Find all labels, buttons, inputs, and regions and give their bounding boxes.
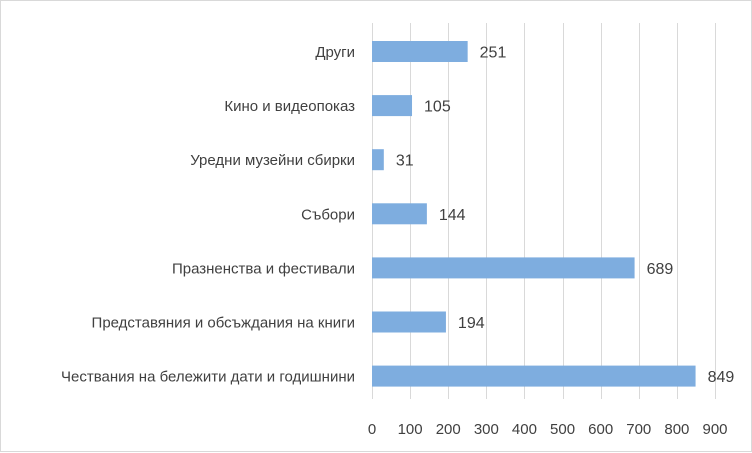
data-label: 144 [439,207,466,224]
bar-3 [372,203,427,225]
category-label: Уредни музейни сбирки [190,152,355,169]
category-label: Представяния и обсъждания на книги [92,315,355,332]
x-tick-label: 900 [702,421,727,438]
data-label: 251 [480,45,507,62]
data-label: 194 [458,315,485,332]
data-label: 105 [424,99,451,116]
data-label: 849 [708,369,735,386]
x-tick-label: 0 [368,421,376,438]
data-label: 689 [647,261,674,278]
category-label: Събори [301,206,355,223]
data-label: 31 [396,153,414,170]
category-label: Кино и видеопоказ [224,98,355,115]
bar-0 [372,41,468,62]
x-tick-label: 600 [588,421,613,438]
bar-5 [372,311,446,333]
x-tick-label: 500 [550,421,575,438]
category-label: Други [315,44,355,61]
x-tick-label: 700 [626,421,651,438]
x-tick-label: 300 [474,421,499,438]
x-tick-label: 800 [664,421,689,438]
x-tick-label: 200 [436,421,461,438]
bar-4 [372,257,635,279]
bar-1 [372,95,413,117]
x-tick-label: 400 [512,421,537,438]
bar-2 [372,149,384,171]
category-label: Празненства и фестивали [172,260,355,277]
bar-6 [372,365,696,387]
x-tick-label: 100 [398,421,423,438]
category-label: Чествания на бележити дати и годишнини [61,369,355,386]
